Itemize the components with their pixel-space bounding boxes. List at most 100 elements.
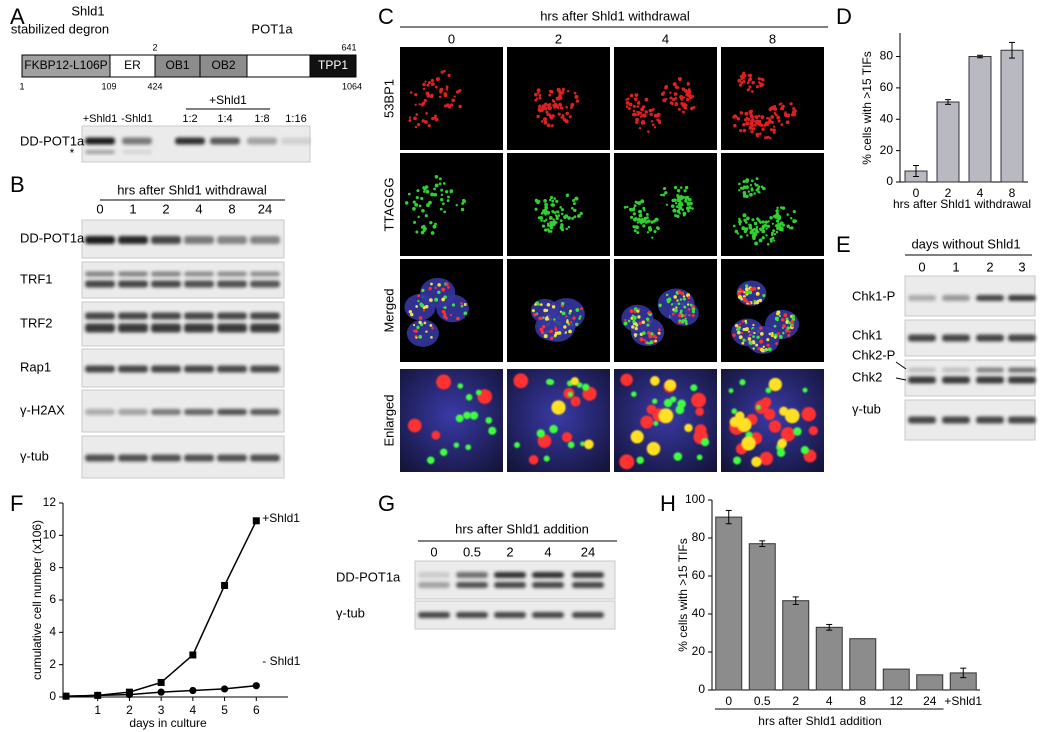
focus [691,313,695,317]
focus [677,302,681,306]
blot-band [572,582,604,588]
focus [780,317,785,322]
blot-band [184,236,214,244]
focus [770,120,774,124]
focus [679,298,683,301]
focus [678,202,682,207]
focus [681,87,686,91]
focus [750,287,754,292]
focus [778,335,783,339]
blot-band [122,137,152,145]
focus [463,311,468,316]
focus [554,327,558,331]
blot-band [184,280,214,288]
focus [752,335,755,339]
focus [550,115,554,119]
y-tick-label: 2 [49,657,56,671]
focus [742,71,746,75]
focus [546,378,553,385]
focus [444,190,449,194]
focus [537,434,552,448]
focus [690,384,698,392]
bar [968,56,992,183]
focus [531,309,535,313]
focus [439,207,443,211]
degron-subtitle: stabilized degron [11,21,109,36]
focus [786,213,790,216]
focus [761,83,765,87]
focus [568,115,572,119]
focus [770,115,775,119]
blot-band [976,334,1004,342]
focus [750,114,754,119]
focus [573,91,577,95]
focus [559,219,563,223]
focus [543,209,547,214]
focus [772,229,776,233]
focus [433,187,436,191]
domain-name: FKBP12-L106P [24,58,107,72]
focus [644,97,649,102]
blot-band [942,367,970,373]
focus [754,182,757,186]
focus [566,90,570,93]
focus [638,321,642,325]
marker [157,678,165,686]
focus [544,316,549,321]
focus [543,455,550,462]
focus [674,103,678,107]
focus [559,106,564,110]
focus [625,98,628,101]
focus [557,112,561,116]
focus [548,89,552,93]
focus [755,132,760,137]
focus [620,373,633,386]
focus [741,436,756,451]
focus [636,231,640,235]
focus [551,400,566,415]
focus [777,216,782,221]
focus [549,329,553,334]
focus [642,121,646,125]
blot-band [572,612,604,618]
focus [749,341,753,345]
focus [739,111,743,115]
focus [440,448,448,456]
focus [738,182,741,186]
lane-label: 1 [952,259,959,274]
focus [434,117,439,122]
focus [580,441,585,447]
focus [744,321,748,325]
nucleus [621,304,654,333]
focus [449,103,454,107]
focus [463,411,471,420]
focus [569,321,573,324]
focus [456,316,460,321]
focus [663,187,667,190]
focus [437,283,441,287]
focus [643,338,646,342]
nucleus [547,298,585,330]
blot-band [976,416,1004,424]
focus [651,236,654,239]
focus [577,214,581,218]
focus [430,336,433,339]
lane-label: 1 [129,201,136,216]
lane-group-label: +Shld1 [209,93,247,107]
y-tick-label: 12 [43,495,57,509]
focus [551,305,556,309]
blot-band [118,271,148,277]
focus [626,97,630,101]
focus [754,230,758,235]
blot-band [908,376,936,384]
blot-title: hrs after Shld1 withdrawal [117,182,267,197]
focus [745,194,749,198]
focus [551,209,555,213]
focus [766,242,770,246]
blot [414,560,616,600]
focus [465,394,473,401]
focus [653,126,657,129]
focus [781,104,785,109]
focus [784,408,800,424]
lane-label: 24 [581,544,595,559]
